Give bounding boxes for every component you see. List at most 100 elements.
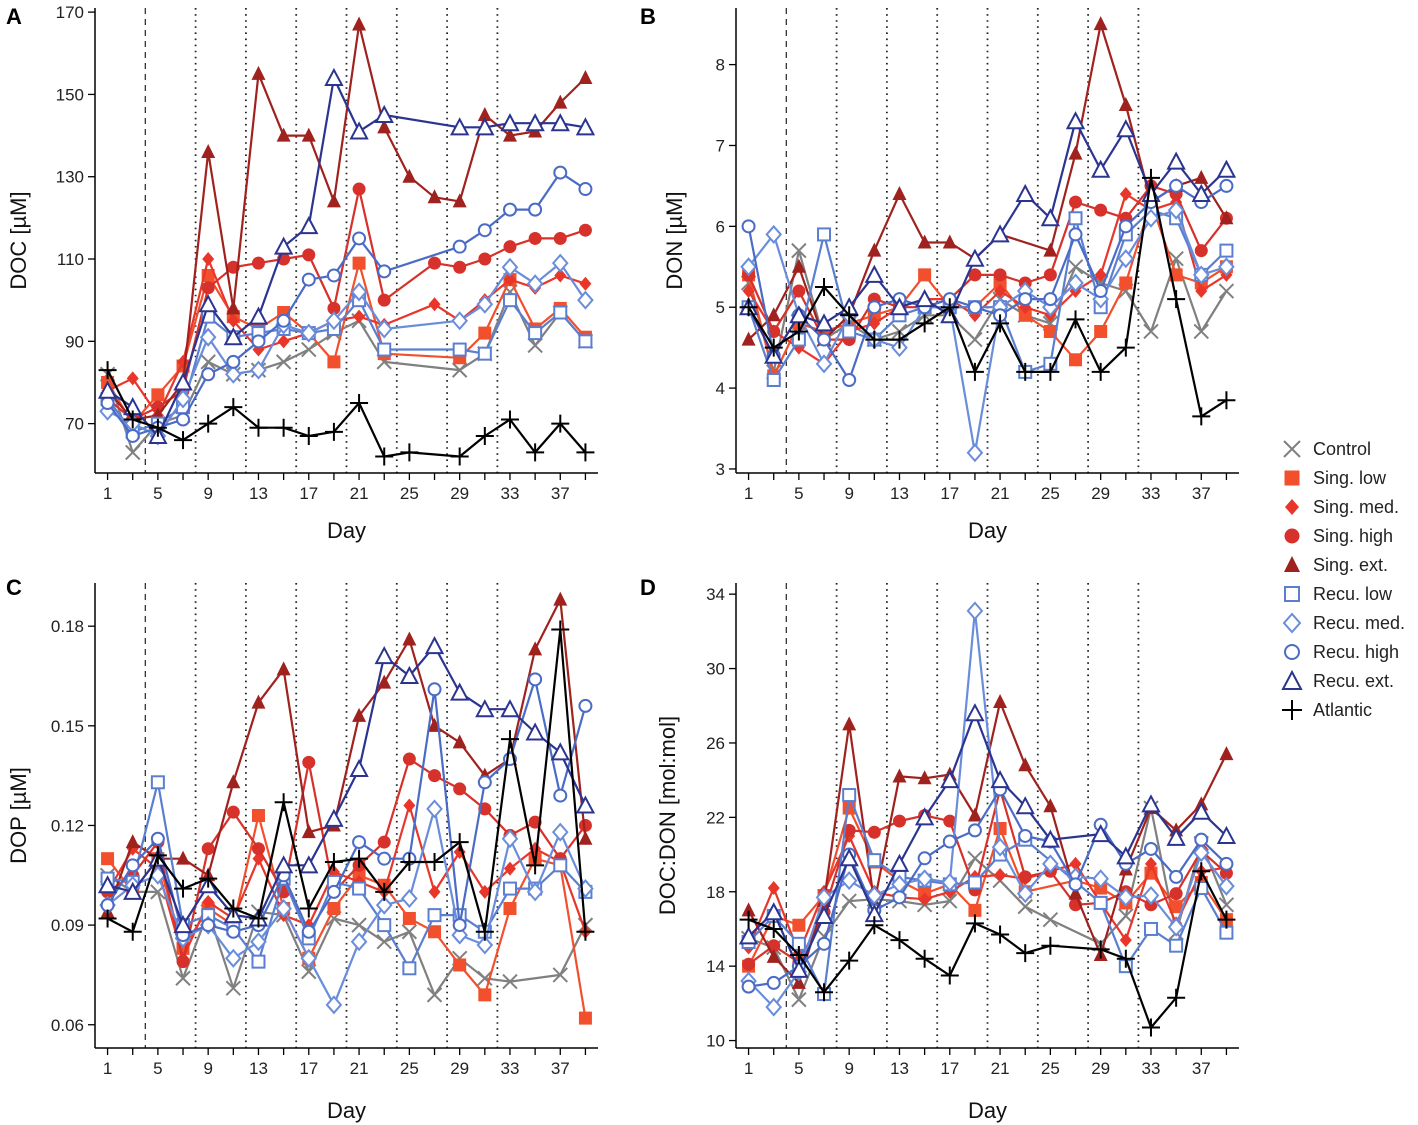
- panel-a-control-point-day-3-glyph: [125, 444, 141, 461]
- panel-b-series-recu-ext: [738, 111, 1237, 364]
- panel-b-recu-low-point-day-39: [1219, 243, 1234, 258]
- legend-sing-med-label: Sing. med.: [1313, 497, 1399, 517]
- panel-a-sing-med-point-day-37-glyph: [554, 268, 567, 283]
- panel-b-sing-med-point-day-31: [1119, 187, 1132, 201]
- panel-a-recu-high-point-day-29-glyph: [452, 239, 467, 254]
- panel-b-sing-ext-point-day-13-glyph: [892, 186, 907, 200]
- panel-d-recu-ext-point-day-21-glyph: [990, 770, 1010, 789]
- panel-c-recu-ext-point-day-27: [424, 635, 445, 655]
- panel-d-recu-low-point-day-33: [1143, 921, 1158, 936]
- panel-d-series-recu-ext: [738, 703, 1237, 978]
- panel-a-sing-ext-point-day-25: [402, 168, 417, 183]
- panel-c-y-tick-label: 0.09: [51, 916, 84, 935]
- panel-c-atlantic-point-day-9: [199, 869, 218, 888]
- panel-c-sing-high-point-day-13-glyph: [251, 842, 265, 856]
- panel-a-sing-med-point-day-15-glyph: [277, 334, 290, 349]
- panel-c-recu-med-point-day-21: [350, 932, 368, 952]
- panel-d-sing-low-point-day-21: [993, 822, 1007, 836]
- panel-b-sing-ext-point-day-17: [942, 234, 957, 249]
- panel-a-recu-med-point-day-19-glyph: [325, 311, 343, 331]
- panel-c-recu-low-point-day-21: [352, 881, 367, 896]
- panel-b-x-axis-title: Day: [968, 518, 1007, 543]
- panel-b-atlantic-point-day-35-glyph: [1167, 290, 1186, 309]
- legend-recu-med-marker-icon-glyph: [1282, 612, 1302, 634]
- panel-a-recu-ext-point-day-7: [173, 372, 193, 391]
- panel-b-recu-low-point-day-7-glyph: [817, 227, 832, 242]
- panel-b-sing-ext-point-day-29-glyph: [1093, 16, 1108, 31]
- panel-d-atlantic-point-day-17: [940, 966, 959, 985]
- panel-c-recu-med-point-day-37: [551, 822, 569, 842]
- panel-c-recu-med-point-day-19-glyph: [325, 995, 343, 1015]
- panel-a-atlantic-point-day-21-glyph: [350, 394, 369, 413]
- panel-c-recu-low-point-day-33-glyph: [502, 881, 517, 896]
- panel-b-recu-ext-point-day-35: [1166, 151, 1186, 170]
- panel-a-recu-low-point-day-35-glyph: [528, 326, 543, 341]
- legend-atlantic-marker-icon-glyph: [1282, 700, 1302, 720]
- panel-d-recu-high-point-day-39-glyph: [1219, 856, 1234, 871]
- panel-c-sing-high-point-day-9: [201, 842, 215, 856]
- panel-c-sing-high-point-day-11: [226, 805, 240, 819]
- panel-a-x-tick-label: 9: [203, 484, 212, 503]
- panel-d-recu-high-point-day-37: [1194, 832, 1209, 847]
- panel-a-series-sing-ext: [100, 16, 593, 426]
- panel-b-sing-med-point-day-11-glyph: [868, 316, 881, 331]
- panel-b-recu-low-point-day-39-glyph: [1219, 243, 1234, 258]
- panel-c-sing-low-point-day-29-glyph: [453, 958, 467, 972]
- panel-a-recu-high-point-day-19-glyph: [326, 268, 341, 283]
- panel-c-sing-low-point-day-19: [327, 902, 341, 915]
- panel-c-x-tick-label: 37: [551, 1059, 570, 1078]
- panel-d-recu-med-point-day-3: [765, 997, 783, 1017]
- panel-c-atlantic-point-day-19: [324, 853, 343, 871]
- panel-c-atlantic-point-day-27-glyph: [425, 853, 444, 871]
- panel-c-atlantic-point-day-15-glyph: [274, 793, 293, 812]
- panel-a-recu-med-point-day-23-glyph: [375, 319, 393, 339]
- panel-c-sing-high-point-day-23: [377, 835, 391, 849]
- legend-sing-high-marker-icon-glyph: [1284, 528, 1300, 544]
- panel-c-atlantic-point-day-35: [526, 856, 545, 875]
- panel-c-recu-med-point-day-31: [476, 935, 494, 955]
- panel-b-atlantic-point-day-39: [1217, 391, 1236, 410]
- panel-d-atlantic-point-day-39-glyph: [1217, 910, 1236, 929]
- panel-a-recu-med-point-day-9: [199, 327, 217, 347]
- panel-d-atlantic-point-day-1-glyph: [739, 910, 758, 929]
- panel-a-recu-med-point-day-19: [325, 311, 343, 331]
- panel-b-control-point-day-27-glyph: [1067, 259, 1084, 275]
- panel-d-recu-med-point-day-23-glyph: [1016, 884, 1034, 904]
- panel-a-control-point-day-9: [200, 354, 216, 370]
- panel-a-recu-med-point-day-11-glyph: [224, 364, 242, 384]
- panel-b-x-tick-label: 5: [794, 484, 803, 503]
- panel-c-sing-high-point-day-11-glyph: [226, 805, 240, 819]
- panel-b-control-point-day-39-glyph: [1218, 283, 1235, 299]
- legend-sing-high-label: Sing. high: [1313, 526, 1393, 546]
- legend-control-marker-icon: [1283, 440, 1301, 458]
- panel-a-recu-med-point-day-39-glyph: [577, 290, 594, 310]
- panel-b-sing-ext-point-day-37: [1194, 169, 1209, 184]
- panel-b-atlantic-point-day-25-glyph: [1041, 362, 1060, 381]
- panel-b-atlantic-point-day-1: [739, 298, 758, 317]
- panel-d-sing-low-point-day-35: [1169, 900, 1183, 914]
- panel-a-recu-med-point-day-37-glyph: [551, 253, 569, 273]
- panel-c-recu-low-point-day-23-glyph: [377, 918, 392, 933]
- panel-b-recu-ext-point-day-13-glyph: [889, 297, 910, 316]
- panel-c-recu-med-point-day-35: [526, 882, 544, 902]
- panel-a-recu-ext-point-day-29-glyph: [450, 117, 470, 136]
- panel-b-sing-med-point-day-29-glyph: [1094, 267, 1107, 282]
- panel-c-recu-ext-point-day-33: [500, 699, 520, 718]
- panel-a-sing-ext-point-day-19-glyph: [326, 193, 341, 208]
- panel-b-atlantic-point-day-31-glyph: [1116, 338, 1135, 357]
- panel-a-sing-low-point-day-19-glyph: [327, 355, 341, 369]
- panel-a-atlantic-point-day-25: [400, 443, 419, 462]
- panel-c-sing-ext-point-day-17: [301, 824, 316, 839]
- panel-b-sing-low-point-day-15-glyph: [918, 268, 932, 282]
- panel-b-sing-ext-point-day-39: [1219, 210, 1234, 225]
- panel-d-atlantic-point-day-19-glyph: [965, 914, 984, 933]
- panel-c-recu-ext-point-day-21-glyph: [349, 758, 369, 777]
- panel-c-sing-ext-point-day-7: [176, 850, 191, 865]
- panel-a-atlantic-point-day-5: [148, 418, 167, 437]
- panel-a-atlantic-point-day-21: [350, 394, 369, 413]
- panel-b-sing-med-point-day-31-glyph: [1119, 187, 1132, 201]
- panel-a-sing-high-point-day-27: [428, 256, 442, 270]
- panel-b-atlantic-point-day-7: [815, 278, 834, 296]
- panel-b-recu-ext-point-day-27: [1065, 111, 1086, 130]
- panel-c-sing-high-point-day-13: [251, 842, 265, 856]
